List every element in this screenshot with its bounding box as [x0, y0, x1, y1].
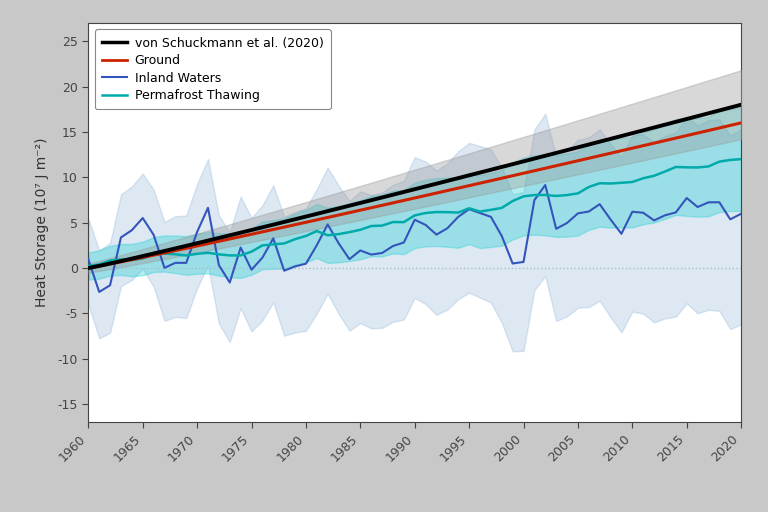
- Legend: von Schuckmann et al. (2020), Ground, Inland Waters, Permafrost Thawing: von Schuckmann et al. (2020), Ground, In…: [94, 29, 331, 110]
- Y-axis label: Heat Storage (10⁷ J m⁻²): Heat Storage (10⁷ J m⁻²): [35, 138, 49, 308]
